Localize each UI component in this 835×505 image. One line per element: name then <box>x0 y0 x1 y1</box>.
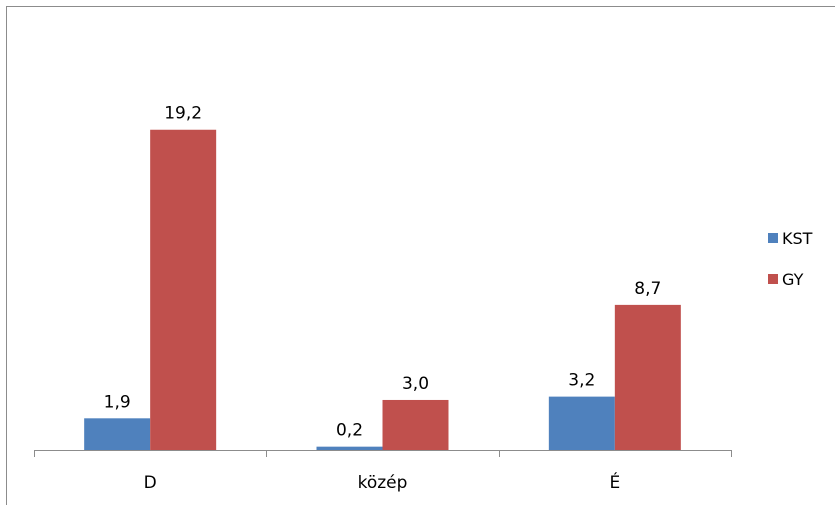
data-label-kst-2: 0,2 <box>336 421 363 441</box>
data-label-gy-1: 19,2 <box>164 104 202 124</box>
legend-label-gy: GY <box>782 270 804 289</box>
data-label-kst-3: 3,2 <box>568 371 595 391</box>
legend-label-kst: KST <box>782 229 813 248</box>
legend-swatch-kst <box>768 233 778 243</box>
legend: KST GY <box>768 229 813 289</box>
bar-gy-1 <box>150 129 217 450</box>
x-tick-label-1: D <box>144 473 157 493</box>
data-label-kst-1: 1,9 <box>104 392 131 412</box>
legend-swatch-gy <box>768 274 778 284</box>
value-labels-layer: 1,9 19,2 0,2 3,0 3,2 8,7 <box>104 104 662 441</box>
x-tick-label-3: É <box>609 471 620 493</box>
bars-layer <box>84 129 681 450</box>
data-label-gy-2: 3,0 <box>402 374 429 394</box>
data-label-gy-3: 8,7 <box>634 279 661 299</box>
bar-kst-2 <box>316 446 383 450</box>
bar-kst-1 <box>84 418 151 450</box>
x-tick-label-2: közép <box>358 473 408 493</box>
bar-gy-3 <box>614 304 681 450</box>
bar-kst-3 <box>548 396 615 450</box>
bar-gy-2 <box>382 399 449 450</box>
